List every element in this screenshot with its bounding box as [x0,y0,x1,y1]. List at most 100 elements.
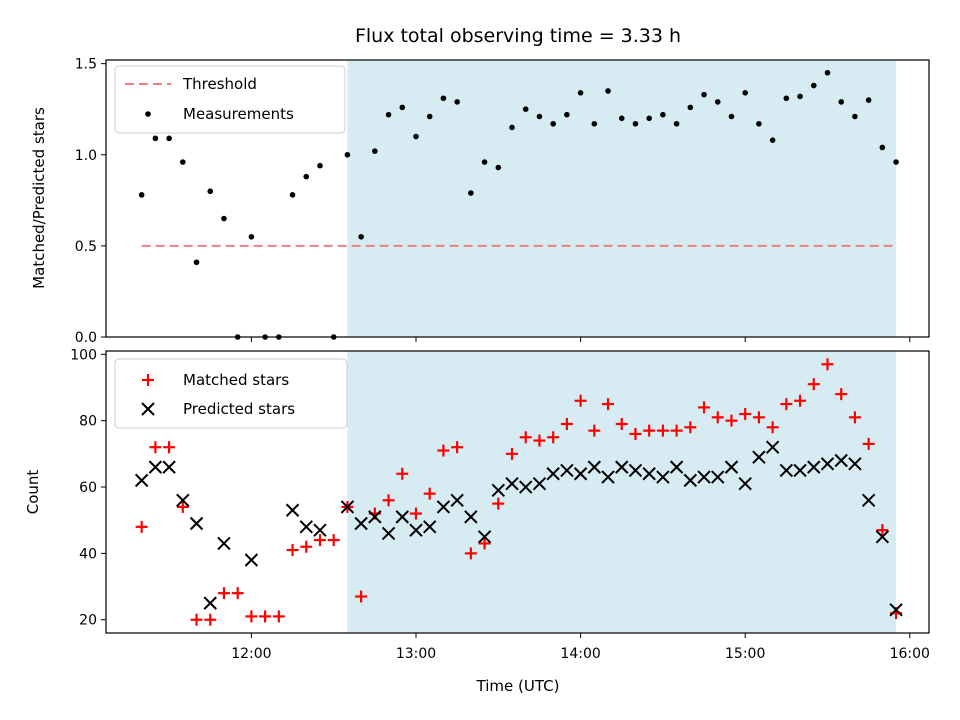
ratio-legend: Threshold Measurements [114,65,346,134]
predicted-star-point [423,520,437,534]
predicted-star-point [669,460,684,474]
predicted-star-point [560,463,574,478]
measurement-point [646,115,652,122]
ratio-plot-frame [105,59,930,338]
matched-star-point [835,388,848,401]
matched-star-point [382,494,395,507]
matched-star-point [163,441,176,454]
measurement-point [152,135,159,142]
predicted-star-point [148,460,163,474]
measurement-point [522,106,529,113]
matched-star-point [643,424,656,437]
measurement-point [632,120,639,127]
measurement-point [673,120,680,127]
matched-star-point [272,610,285,623]
matched-star-point [725,414,738,427]
matched-star-point [286,544,299,557]
measurement-point [701,91,707,98]
matched-star-point [821,358,834,371]
predicted-star-point [505,476,519,491]
predicted-star-point [587,460,602,474]
matched-star-point [848,411,861,424]
matched-star-point [752,411,765,424]
matched-star-point [602,398,615,411]
measurement-point [536,113,543,120]
count-plot-frame [105,350,930,634]
matched-star-point [355,590,368,603]
ratio-panel: 0.0 0.5 1.0 1.5 Matched/Predicted stars Thr… [30,57,930,346]
measurement-point [824,69,831,76]
ratio-y-tick-label: 0.0 [75,330,97,346]
matched-star-point [780,398,793,411]
x-axis-label: Time (UTC) [476,677,560,695]
measurement-point [852,113,858,120]
measurement-point [742,90,748,96]
matched-star-point [492,497,505,510]
matched-star-point [245,610,258,623]
measurement-point [344,151,351,158]
predicted-star-point [573,467,588,481]
measurement-point [591,120,598,127]
matched-star-point [656,424,669,437]
measurement-point [783,95,790,102]
predicted-star-point [546,467,560,481]
predicted-star-point [217,536,231,551]
matched-star-point [629,427,642,440]
measurement-point [166,135,172,142]
predicted-star-point [299,520,313,534]
measurement-point [138,192,145,198]
chart-title: Flux total observing time = 3.33 h [355,25,681,47]
measurement-point [687,104,694,111]
x-tick-label: 12:00 [231,646,271,662]
predicted-star-point [176,493,190,508]
predicted-star-point [203,596,217,610]
predicted-star-point [711,470,725,484]
predicted-star-point [628,463,643,478]
predicted-star-point [368,510,382,524]
count-y-ticks: 20 40 60 80 100 [70,347,106,629]
matched-star-point [588,424,601,437]
ratio-legend-box [114,65,346,134]
predicted-star-point [889,603,903,617]
predicted-star-point [752,450,766,464]
matched-star-point [807,378,820,391]
measurement-point [577,90,584,96]
matched-star-point [464,547,477,560]
x-tick-label: 14:00 [560,646,600,662]
matched-star-point [560,417,573,430]
measurement-point [838,99,845,105]
count-legend-box [114,358,348,429]
matched-star-point [478,537,491,550]
measurement-point [879,144,886,151]
legend-threshold-label: Threshold [182,75,257,93]
predicted-star-point [615,460,629,474]
predicted-star-point [450,493,464,508]
matched-star-point [574,394,587,407]
matched-star-point [259,610,272,623]
predicted-star-point [381,526,396,541]
x-tick-label: 16:00 [890,646,930,662]
matched-star-point [409,507,422,520]
predicted-stars-series [134,440,903,617]
predicted-star-point [464,510,478,524]
matched-star-point [437,444,450,457]
count-y-tick-label: 80 [79,414,97,430]
matched-star-point [313,534,326,547]
matched-star-point [176,500,189,513]
legend-measurements-label: Measurements [183,105,294,123]
ratio-observing-window [347,60,897,337]
measurement-point [289,192,296,198]
matched-star-point [396,467,409,480]
measurement-point [865,97,872,103]
measurement-point [481,159,488,165]
count-observing-window [347,351,897,633]
matched-star-point [327,534,340,547]
measurement-point [358,233,364,240]
matched-star-point [670,424,683,437]
ratio-x-ticks [250,337,911,342]
count-y-tick-label: 60 [79,480,97,496]
predicted-star-point [656,470,670,484]
matched-star-point [533,434,546,447]
legend-matched-swatch [142,374,154,386]
